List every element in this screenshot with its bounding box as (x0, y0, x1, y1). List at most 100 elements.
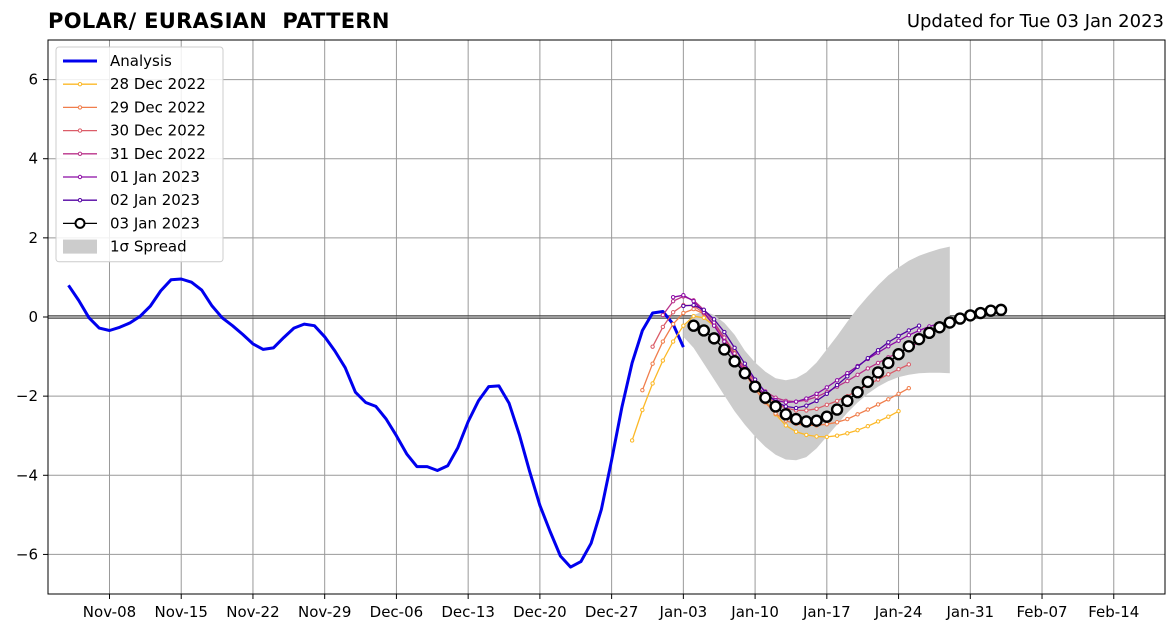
forecast-point (824, 434, 830, 440)
forecast-point (871, 366, 885, 379)
forecast-point (865, 366, 871, 371)
forecast-point (670, 298, 676, 304)
forecast-point (804, 408, 809, 413)
legend-label: 29 Dec 2022 (110, 98, 206, 116)
forecast-point (670, 339, 676, 344)
forecast-point (953, 312, 967, 325)
x-tick-label: Jan-31 (945, 603, 994, 621)
forecast-point (783, 404, 789, 409)
forecast-point (886, 397, 891, 402)
y-tick-label: 2 (28, 229, 38, 247)
forecast-point (722, 339, 727, 344)
forecast-point (650, 361, 655, 366)
forecast-line (683, 304, 920, 409)
legend-box (55, 46, 224, 263)
forecast-point (748, 380, 762, 393)
forecast-point (660, 339, 666, 344)
forecast-point (681, 293, 686, 298)
forecast-point (896, 333, 901, 339)
forecast-point (629, 438, 635, 443)
forecast-point (855, 427, 860, 433)
forecast-point (697, 324, 711, 337)
analysis-line (67, 277, 685, 569)
legend-marker (74, 217, 86, 229)
forecast-point (793, 399, 799, 404)
forecast-point (804, 403, 809, 408)
y-tick-label: 4 (28, 150, 38, 168)
forecast-point (691, 302, 696, 308)
forecast-point (670, 310, 676, 315)
forecast-point (851, 385, 864, 399)
forecast-point (845, 416, 850, 422)
forecast-point (964, 309, 977, 322)
forecast-point (855, 412, 860, 417)
forecast-point (886, 372, 891, 377)
forecast-point (742, 361, 748, 366)
forecast-point (906, 362, 912, 367)
forecast-point (892, 347, 905, 361)
forecast-point (814, 406, 819, 412)
legend-label: Analysis (110, 52, 172, 70)
legend-label: 03 Jan 2023 (110, 214, 200, 232)
x-tick-label: Feb-14 (1088, 603, 1139, 621)
forecast-point (681, 310, 686, 316)
legend-label: 1σ Spread (110, 238, 187, 256)
x-tick-label: Nov-22 (226, 603, 279, 621)
legend-marker (77, 151, 83, 157)
legend-marker (77, 82, 83, 87)
forecast-point (875, 402, 881, 407)
forecast-point (687, 319, 700, 332)
forecast-point (660, 312, 666, 318)
forecast-point (886, 344, 891, 349)
forecast-point (793, 405, 799, 411)
forecast-point (701, 315, 707, 320)
forecast-point (814, 434, 819, 439)
forecast-point (711, 323, 717, 328)
forecast-point (820, 410, 834, 423)
legend-marker (77, 128, 83, 133)
forecast-point (691, 314, 696, 319)
forecast-point (834, 398, 840, 404)
forecast-point (701, 307, 707, 313)
forecast-point (789, 412, 803, 426)
forecast-point (830, 403, 844, 416)
x-tick-label: Dec-27 (585, 603, 639, 621)
forecast-point (943, 316, 956, 329)
forecast-point (845, 378, 850, 384)
x-tick-label: Jan-24 (874, 603, 923, 621)
x-tick-label: Jan-10 (730, 603, 779, 621)
y-tick-label: 6 (28, 71, 38, 89)
forecast-point (824, 391, 830, 396)
forecast-point (804, 396, 809, 401)
forecast-point (650, 344, 655, 349)
forecast-point (718, 343, 731, 356)
forecast-point (875, 360, 881, 366)
forecast-point (933, 321, 946, 334)
forecast-point (824, 402, 830, 408)
y-axis: −6 −4 −2 0 2 4 6 (16, 71, 48, 563)
forecast-point (834, 378, 840, 383)
forecast-point (783, 400, 789, 405)
legend-label: 28 Dec 2022 (110, 75, 206, 93)
forecast-point (722, 335, 727, 340)
spread-band (683, 246, 950, 461)
legend-marker (77, 198, 83, 203)
forecast-point (855, 364, 860, 370)
forecast-point (670, 295, 676, 300)
forecast-point (875, 419, 881, 424)
legend-label: 01 Jan 2023 (110, 168, 200, 186)
forecast-point (845, 431, 850, 436)
forecast-point (769, 400, 782, 413)
forecast-point (691, 298, 696, 304)
forecast-point (670, 321, 676, 327)
forecast-point (882, 356, 895, 370)
forecast-point (810, 414, 823, 427)
chart-title: POLAR/ EURASIAN PATTERN (48, 9, 390, 33)
legend-swatch (63, 239, 97, 254)
forecast-point (896, 367, 901, 372)
x-tick-label: Nov-15 (155, 603, 208, 621)
forecast-point (994, 303, 1008, 317)
forecast-point (916, 323, 922, 328)
spread-band-area (683, 246, 950, 461)
forecast-point (804, 432, 809, 438)
